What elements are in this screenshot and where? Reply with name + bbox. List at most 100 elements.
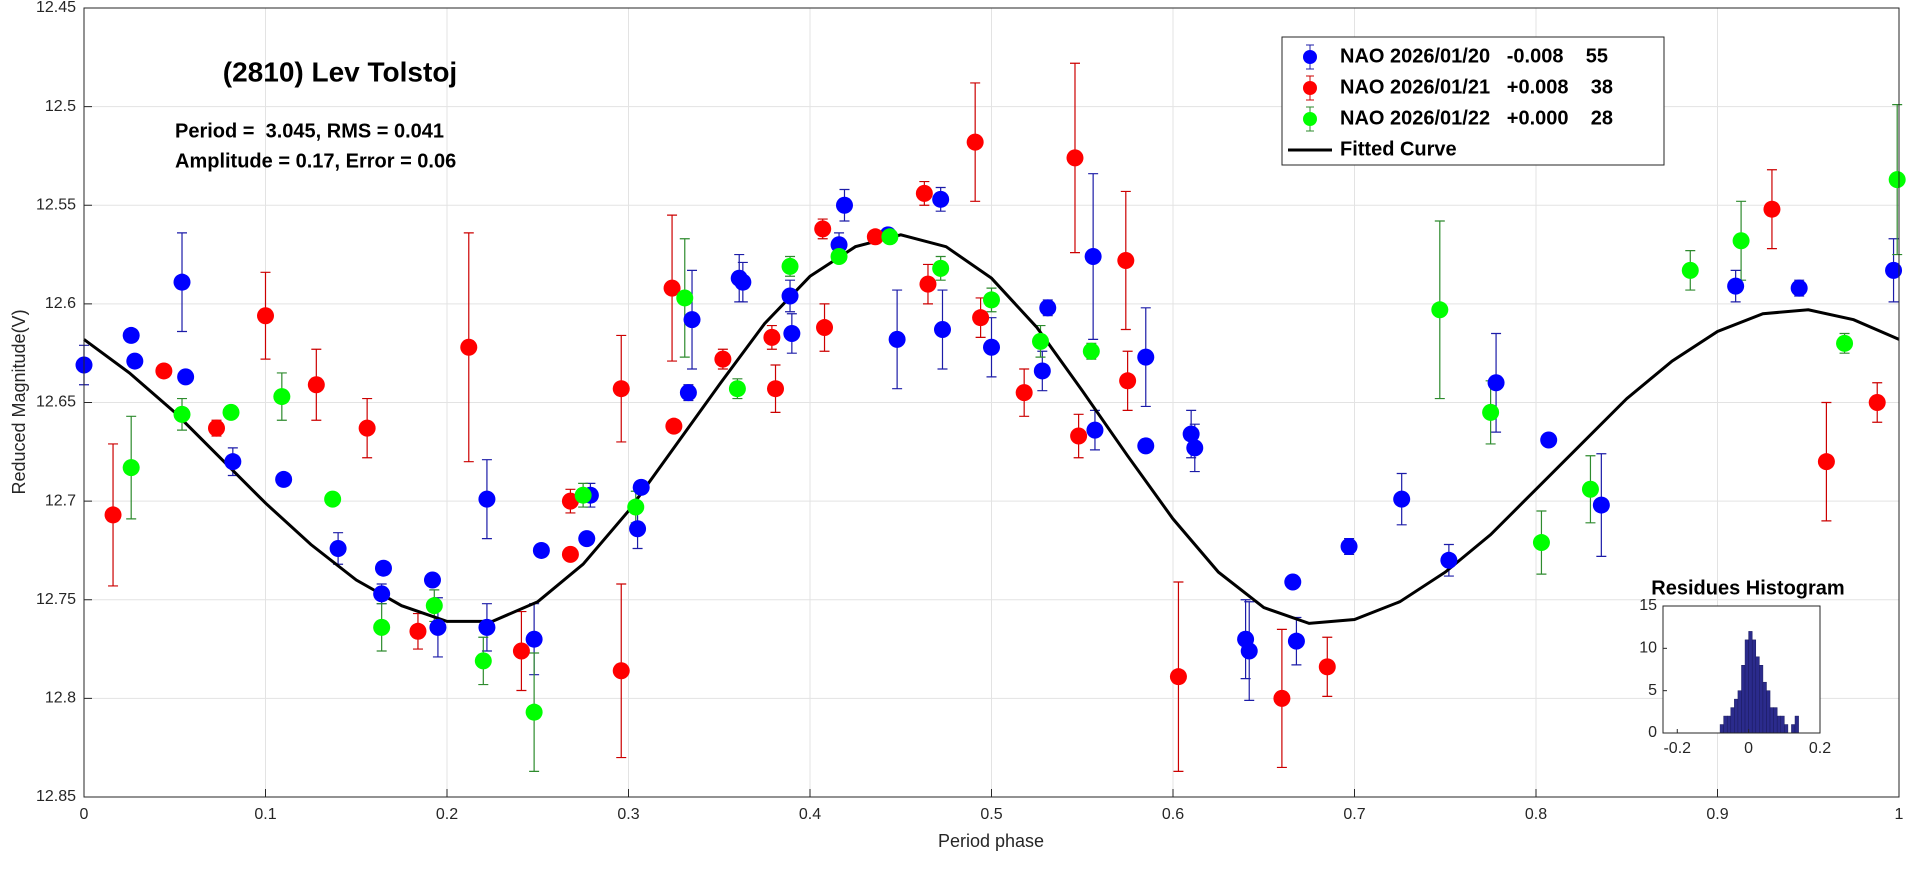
- inset-y-tick-label: 10: [1639, 640, 1657, 657]
- data-point: [207, 419, 225, 437]
- data-point: [525, 630, 543, 648]
- y-tick-label: 12.55: [36, 196, 76, 213]
- histogram-bar: [1762, 681, 1767, 734]
- data-point: [1581, 480, 1599, 498]
- data-point: [155, 362, 173, 380]
- data-point: [1032, 332, 1050, 350]
- legend-marker: [1303, 112, 1317, 126]
- data-point: [324, 490, 342, 508]
- x-tick-label: 0.4: [799, 806, 821, 823]
- data-point: [1287, 632, 1305, 650]
- axes-box: [83, 7, 1900, 798]
- data-point: [1273, 689, 1291, 707]
- data-point: [1186, 439, 1204, 457]
- data-point: [983, 338, 1000, 356]
- histogram-bar: [1784, 724, 1789, 734]
- data-point: [122, 459, 140, 477]
- data-point: [423, 571, 441, 589]
- histogram-bar: [1719, 724, 1724, 734]
- histogram-bar: [1741, 665, 1746, 734]
- data-point: [728, 380, 746, 398]
- data-point: [783, 324, 801, 342]
- data-point: [224, 453, 242, 471]
- x-tick-label: 0.3: [617, 806, 639, 823]
- data-point: [1763, 200, 1781, 218]
- data-point: [578, 530, 596, 548]
- data-point: [1240, 642, 1258, 660]
- data-point: [358, 419, 376, 437]
- inset-x-tick-label: 0.2: [1809, 740, 1831, 757]
- data-point: [1340, 537, 1358, 555]
- data-point: [104, 506, 122, 524]
- data-point: [425, 597, 443, 615]
- data-point: [1431, 301, 1449, 319]
- data-point: [275, 470, 293, 488]
- data-point: [374, 559, 392, 577]
- inset-y-tick-label: 15: [1639, 597, 1657, 614]
- y-tick-label: 12.65: [36, 394, 76, 411]
- data-point: [122, 326, 140, 344]
- data-point: [273, 388, 291, 406]
- data-point: [1817, 453, 1835, 471]
- data-point: [1117, 251, 1135, 269]
- x-axis-label: Period phase: [938, 831, 1044, 851]
- data-point: [814, 220, 832, 238]
- y-axis-label: Reduced Magnitude(V): [9, 309, 29, 494]
- amplitude-note: Amplitude = 0.17, Error = 0.06: [175, 150, 456, 172]
- legend-marker: [1303, 50, 1317, 64]
- histogram-bar: [1776, 715, 1781, 734]
- histogram-bar: [1755, 656, 1760, 734]
- inset-x-tick-label: 0: [1744, 740, 1753, 757]
- data-point: [1033, 362, 1051, 380]
- legend-label: NAO 2026/01/22 +0.000 28: [1340, 107, 1613, 129]
- data-point: [972, 309, 990, 327]
- legend-box: [1281, 36, 1665, 166]
- legend-label: NAO 2026/01/21 +0.008 38: [1340, 76, 1613, 98]
- data-point: [632, 478, 650, 496]
- data-point: [866, 228, 884, 246]
- histogram-bar: [1766, 690, 1771, 734]
- histogram-bar: [1751, 639, 1757, 734]
- data-point: [561, 492, 579, 510]
- x-tick-label: 0.9: [1706, 806, 1728, 823]
- data-point: [679, 384, 697, 402]
- histogram-bar: [1780, 715, 1785, 734]
- data-point: [629, 520, 647, 538]
- data-point: [1732, 232, 1750, 250]
- legend-marker: [1303, 81, 1317, 95]
- data-point: [781, 257, 799, 275]
- x-tick-label: 0.5: [980, 806, 1002, 823]
- data-point: [173, 405, 191, 423]
- histogram-bar: [1744, 639, 1749, 734]
- data-point: [1888, 171, 1906, 189]
- data-point: [1039, 299, 1057, 317]
- data-point: [881, 228, 899, 246]
- data-point: [1082, 342, 1100, 360]
- data-point: [1015, 384, 1033, 402]
- data-point: [835, 196, 853, 214]
- x-tick-label: 0.8: [1525, 806, 1547, 823]
- histogram-bar: [1748, 631, 1753, 734]
- data-point: [1681, 261, 1699, 279]
- data-point: [1119, 372, 1137, 390]
- data-point: [257, 307, 274, 325]
- data-point: [474, 652, 492, 670]
- histogram-bar: [1730, 707, 1735, 734]
- histogram-bar: [1769, 707, 1774, 734]
- data-point: [373, 585, 391, 603]
- data-point: [767, 380, 785, 398]
- data-point: [1532, 534, 1550, 552]
- data-point: [915, 184, 933, 202]
- y-tick-label: 12.85: [36, 788, 76, 805]
- data-point: [1169, 668, 1187, 686]
- histogram-bar: [1737, 690, 1742, 734]
- data-point: [1482, 403, 1500, 421]
- y-tick-label: 12.6: [45, 295, 76, 312]
- inset-y-tick-label: 5: [1648, 682, 1657, 699]
- marks: [75, 62, 1906, 772]
- data-point: [734, 273, 752, 291]
- legend-label: NAO 2026/01/20 -0.008 55: [1340, 45, 1608, 67]
- data-point: [173, 273, 191, 291]
- data-point: [409, 622, 427, 640]
